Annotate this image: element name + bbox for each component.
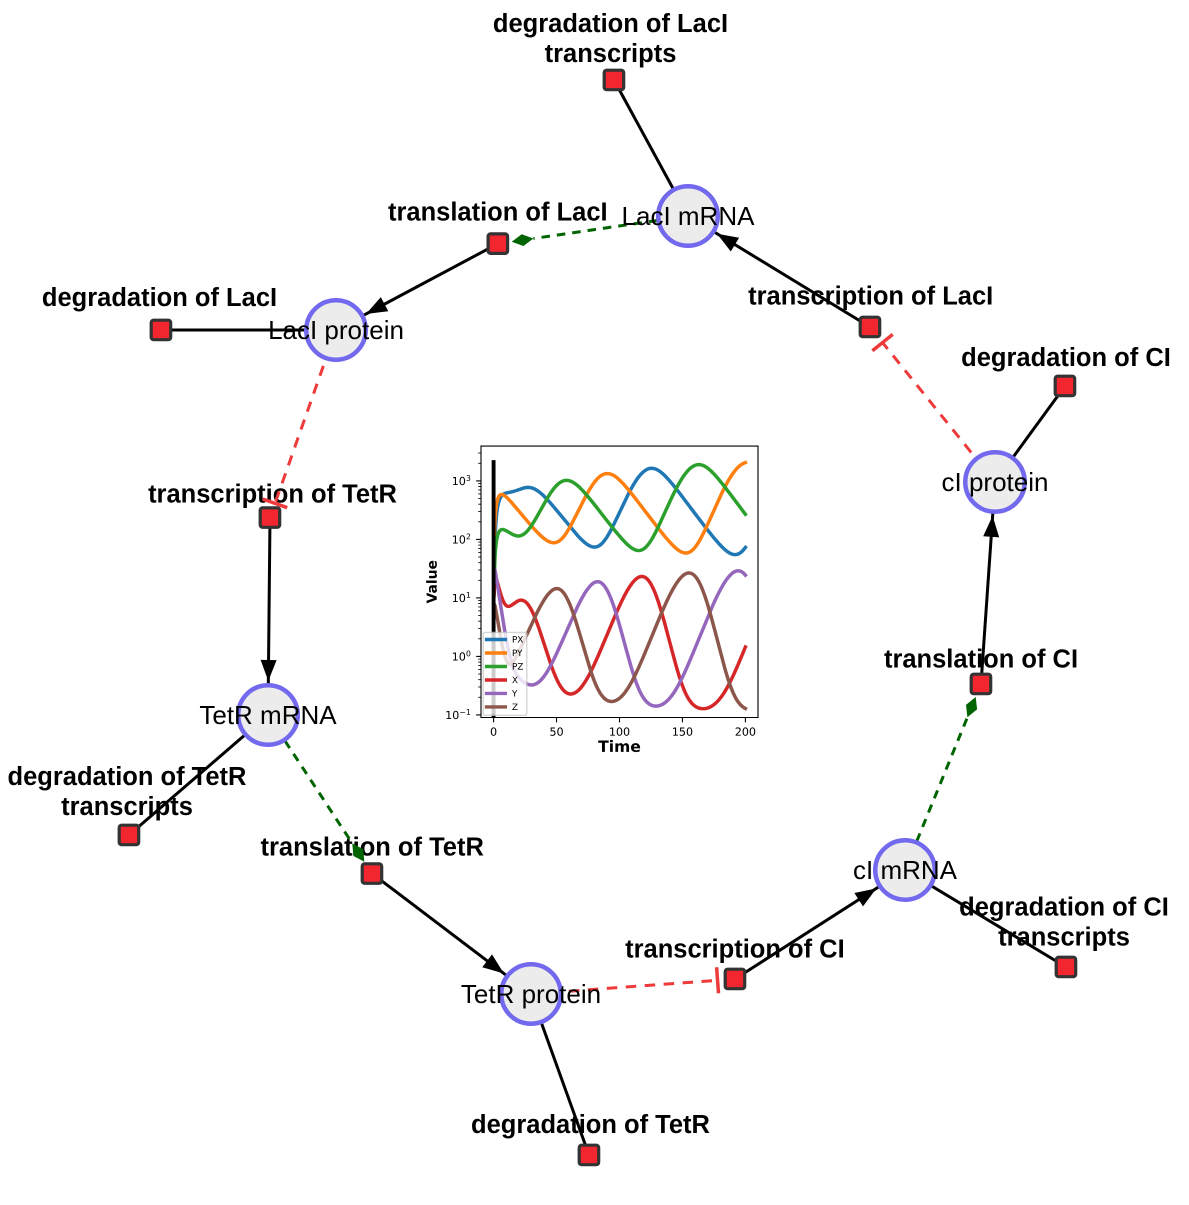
svg-text:TetR protein: TetR protein (461, 979, 601, 1009)
svg-text:transcripts: transcripts (998, 923, 1130, 951)
svg-text:degradation of CI: degradation of CI (959, 893, 1169, 921)
svg-text:transcription of TetR: transcription of TetR (148, 481, 397, 509)
svg-text:LacI mRNA: LacI mRNA (622, 201, 756, 231)
svg-text:cI protein: cI protein (942, 467, 1049, 497)
svg-text:degradation of TetR: degradation of TetR (8, 763, 247, 791)
svg-text:LacI protein: LacI protein (268, 315, 404, 345)
svg-text:transcription of CI: transcription of CI (625, 935, 845, 963)
svg-text:degradation of LacI: degradation of LacI (42, 284, 277, 312)
svg-text:translation of TetR: translation of TetR (261, 834, 484, 862)
svg-text:degradation of TetR: degradation of TetR (471, 1111, 710, 1139)
svg-text:cI mRNA: cI mRNA (853, 855, 958, 885)
svg-text:degradation of LacI: degradation of LacI (493, 10, 728, 38)
svg-text:translation of LacI: translation of LacI (388, 198, 608, 226)
svg-text:TetR mRNA: TetR mRNA (199, 700, 337, 730)
svg-text:transcripts: transcripts (545, 40, 677, 68)
svg-text:transcription of LacI: transcription of LacI (748, 282, 993, 310)
svg-text:degradation of CI: degradation of CI (961, 344, 1171, 372)
